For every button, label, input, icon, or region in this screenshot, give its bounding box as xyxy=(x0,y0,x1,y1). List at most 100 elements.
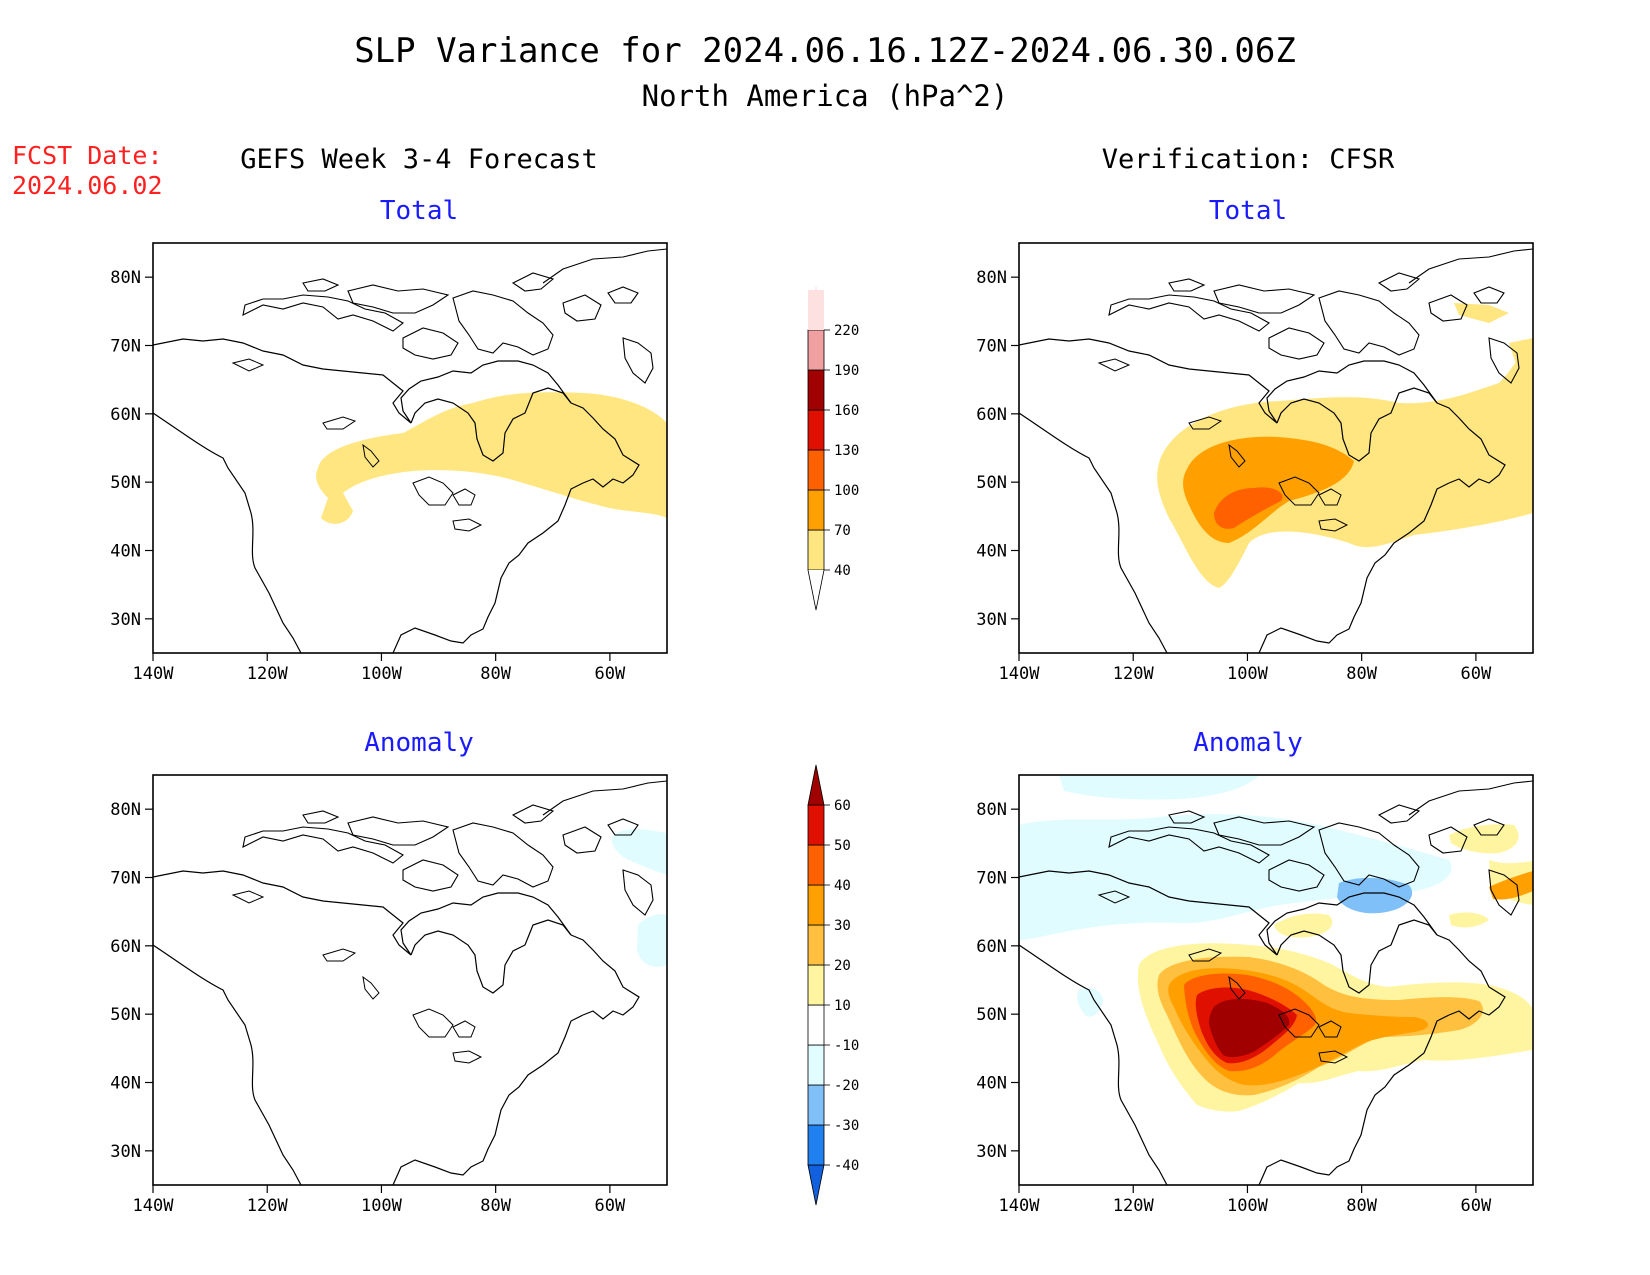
lat-tick-label: 70N xyxy=(976,869,1007,889)
map-panel-fcst-total xyxy=(152,242,668,654)
lon-tick-label: 140W xyxy=(133,664,175,684)
lon-tick-label: 140W xyxy=(133,1196,175,1216)
lon-tick-label: 100W xyxy=(1227,664,1269,684)
lat-tick-label: 50N xyxy=(976,473,1007,493)
colorbar-anomaly-lower-arrow xyxy=(807,1164,825,1206)
shading-verif-total xyxy=(1157,303,1533,588)
colorbar-anomaly-label: -40 xyxy=(834,1158,859,1174)
colorbar-anomaly-segment xyxy=(807,1004,825,1046)
shading-verif-anomaly xyxy=(1019,775,1533,1112)
colorbar-anomaly-label: 10 xyxy=(834,998,851,1014)
lat-tick-label: 50N xyxy=(110,473,141,493)
figure-title: SLP Variance for 2024.06.16.12Z-2024.06.… xyxy=(354,31,1296,71)
map-frame xyxy=(1018,242,1534,654)
colorbar-anomaly-segment xyxy=(807,804,825,846)
lat-tick-label: 60N xyxy=(976,937,1007,957)
lon-tick-label: 80W xyxy=(480,664,511,684)
axes-layer: 80N 70N 60N 50N 40N 30N 140W 120W 100W 80W 60W 80N 7… xyxy=(110,268,1492,1216)
column-title-forecast: GEFS Week 3-4 Forecast xyxy=(240,144,598,175)
lat-tick-label: 60N xyxy=(110,405,141,425)
colorbar-anomaly-segment xyxy=(807,1044,825,1086)
lat-tick-label: 80N xyxy=(110,800,141,820)
colorbar-anomaly-segment xyxy=(807,884,825,926)
colorbar-total-label: 220 xyxy=(834,323,859,339)
panel-subtitle-verif-anomaly: Anomaly xyxy=(1193,728,1303,758)
colorbar-total-segment xyxy=(807,529,825,571)
lat-tick-label: 40N xyxy=(976,542,1007,562)
panel-subtitle-fcst-total: Total xyxy=(380,196,458,226)
colorbar-anomaly-label: 30 xyxy=(834,918,851,934)
lon-tick-label: 140W xyxy=(999,664,1041,684)
colorbar-total-segment xyxy=(807,489,825,531)
colorbar-total-label: 40 xyxy=(834,563,851,579)
lat-tick-label: 40N xyxy=(976,1074,1007,1094)
panel-subtitle-fcst-anomaly: Anomaly xyxy=(364,728,474,758)
colorbar-total-label: 160 xyxy=(834,403,859,419)
colorbar-total-segment xyxy=(807,409,825,451)
lon-tick-label: 120W xyxy=(247,664,289,684)
lon-tick-label: 80W xyxy=(1346,1196,1377,1216)
lon-tick-label: 60W xyxy=(595,664,626,684)
map-frame xyxy=(152,774,668,1186)
colorbar-anomaly-segment xyxy=(807,1084,825,1126)
colorbar-total-segment xyxy=(807,449,825,491)
colorbar-anomaly-label: 20 xyxy=(834,958,851,974)
lat-tick-label: 60N xyxy=(976,405,1007,425)
colorbar-total-segment xyxy=(807,369,825,411)
lat-tick-label: 80N xyxy=(110,268,141,288)
lat-tick-label: 40N xyxy=(110,542,141,562)
map-panel-verif-anomaly xyxy=(1018,774,1534,1186)
colorbar-total-lower-arrow xyxy=(807,569,825,611)
lat-tick-label: 50N xyxy=(976,1005,1007,1025)
lon-tick-label: 100W xyxy=(1227,1196,1269,1216)
lon-tick-label: 100W xyxy=(361,1196,403,1216)
lat-tick-label: 30N xyxy=(110,1142,141,1162)
column-title-verification: Verification: CFSR xyxy=(1102,144,1395,175)
colorbar-total: 40 70 100 130 160 190 220 xyxy=(807,285,859,611)
lon-tick-label: 60W xyxy=(1461,664,1492,684)
map-panel-fcst-anomaly xyxy=(152,774,668,1186)
lon-tick-label: 120W xyxy=(1113,1196,1155,1216)
lat-tick-label: 30N xyxy=(110,610,141,630)
colorbar-total-label: 100 xyxy=(834,483,859,499)
colorbar-anomaly-label: -10 xyxy=(834,1038,859,1054)
colorbar-anomaly-label: 50 xyxy=(834,838,851,854)
colorbar-total-segment xyxy=(807,329,825,371)
colorbar-anomaly-segment xyxy=(807,844,825,886)
colorbar-total-label: 130 xyxy=(834,443,859,459)
lon-tick-label: 100W xyxy=(361,664,403,684)
lon-tick-label: 80W xyxy=(480,1196,511,1216)
colorbar-anomaly-label: -20 xyxy=(834,1078,859,1094)
lon-tick-label: 140W xyxy=(999,1196,1041,1216)
colorbar-total-upper-arrow xyxy=(808,285,824,330)
colorbar-total-label: 70 xyxy=(834,523,851,539)
colorbar-anomaly: -40 -30 -20 -10 10 20 30 40 50 60 xyxy=(807,764,859,1206)
lat-tick-label: 40N xyxy=(110,1074,141,1094)
figure-subtitle: North America (hPa^2) xyxy=(642,79,1009,113)
lat-tick-label: 60N xyxy=(110,937,141,957)
lat-tick-label: 50N xyxy=(110,1005,141,1025)
panel-subtitle-verif-total: Total xyxy=(1209,196,1287,226)
colorbar-anomaly-label: -30 xyxy=(834,1118,859,1134)
colorbar-anomaly-label: 60 xyxy=(834,798,851,814)
colorbar-anomaly-segment xyxy=(807,924,825,966)
colorbar-anomaly-upper-arrow xyxy=(807,764,825,806)
map-panel-verif-total xyxy=(1018,242,1534,654)
colorbar-total-label: 190 xyxy=(834,363,859,379)
shading-fcst-total xyxy=(316,392,667,524)
lat-tick-label: 30N xyxy=(976,610,1007,630)
lat-tick-label: 30N xyxy=(976,1142,1007,1162)
lon-tick-label: 80W xyxy=(1346,664,1377,684)
lat-tick-label: 70N xyxy=(110,337,141,357)
map-frame xyxy=(1018,774,1534,1186)
lat-tick-label: 80N xyxy=(976,268,1007,288)
lon-tick-label: 120W xyxy=(1113,664,1155,684)
lat-tick-label: 80N xyxy=(976,800,1007,820)
colorbar-anomaly-segment xyxy=(807,1124,825,1166)
colorbar-anomaly-label: 40 xyxy=(834,878,851,894)
fcst-date-value: 2024.06.02 xyxy=(12,171,163,200)
shading-fcst-anomaly xyxy=(611,829,667,967)
lat-tick-label: 70N xyxy=(976,337,1007,357)
lon-tick-label: 60W xyxy=(1461,1196,1492,1216)
